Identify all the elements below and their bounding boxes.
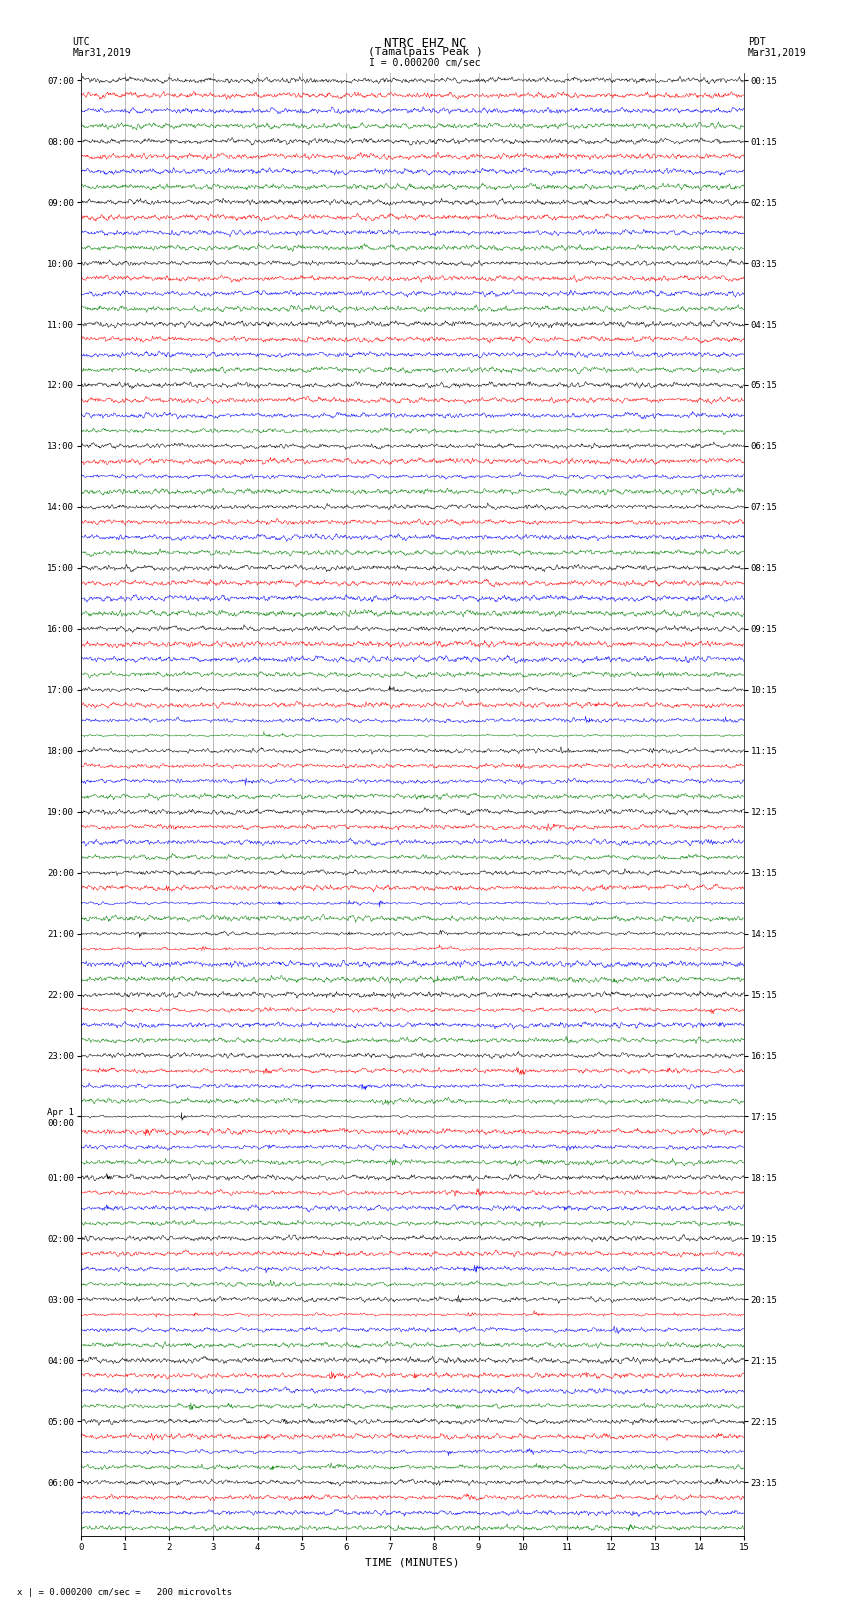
Text: (Tamalpais Peak ): (Tamalpais Peak ) xyxy=(367,47,483,56)
Text: Mar31,2019: Mar31,2019 xyxy=(72,48,131,58)
Text: I = 0.000200 cm/sec: I = 0.000200 cm/sec xyxy=(369,58,481,68)
Text: NTRC EHZ NC: NTRC EHZ NC xyxy=(383,37,467,50)
Text: x | = 0.000200 cm/sec =   200 microvolts: x | = 0.000200 cm/sec = 200 microvolts xyxy=(17,1587,232,1597)
Text: PDT: PDT xyxy=(748,37,766,47)
Text: Mar31,2019: Mar31,2019 xyxy=(748,48,807,58)
X-axis label: TIME (MINUTES): TIME (MINUTES) xyxy=(365,1557,460,1568)
Text: UTC: UTC xyxy=(72,37,90,47)
